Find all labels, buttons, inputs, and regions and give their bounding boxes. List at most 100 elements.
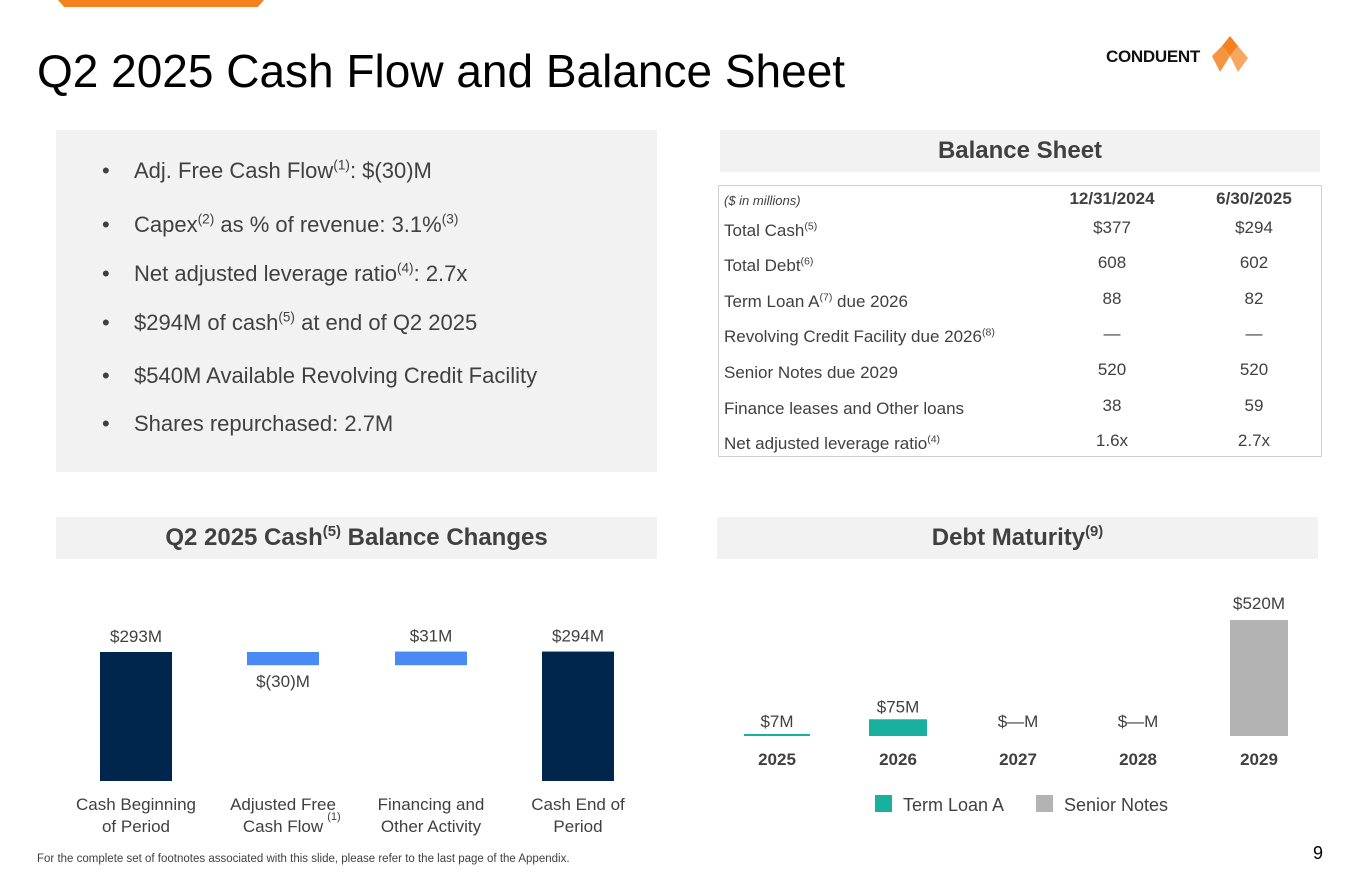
cell-2025: 2.7x <box>1237 431 1271 450</box>
bullet-text-part: as % of revenue: 3.1% <box>214 212 442 237</box>
bullet-text: Shares repurchased: 2.7M <box>134 411 393 437</box>
bar-value-label: $293M <box>110 627 162 646</box>
bar-value-label: $(30)M <box>256 672 310 691</box>
waterfall-bar <box>100 652 172 781</box>
row-label: Net adjusted leverage ratio(4) <box>724 434 940 454</box>
unit-note: ($ in millions) <box>724 193 801 208</box>
row-label: Revolving Credit Facility due 2026(8) <box>724 327 995 347</box>
footnote-ref: (8) <box>981 326 995 339</box>
row-label: Finance leases and Other loans <box>724 399 964 419</box>
debt-header-text: Debt Maturity <box>931 524 1086 551</box>
cell-2025: 520 <box>1239 360 1269 379</box>
column-header-2025: 6/30/2025 <box>1216 189 1292 208</box>
footnote-ref: (5) <box>804 220 818 233</box>
year-label: 2026 <box>879 750 917 769</box>
bar-value-label: $—M <box>998 712 1039 731</box>
row-label: Total Cash(5) <box>724 221 817 241</box>
bullet-text-part: Net adjusted leverage ratio <box>134 261 397 286</box>
bullet-icon: • <box>102 212 110 237</box>
bar-value-label: $294M <box>552 627 604 646</box>
footnote-ref: (1) <box>333 157 350 173</box>
cash-chart-header: Q2 2025 Cash(5) Balance Changes <box>56 517 657 559</box>
bullet-icon: • <box>102 158 110 183</box>
cell-2024: 520 <box>1097 360 1127 379</box>
cell-2024: 88 <box>1102 289 1122 308</box>
table-row: Revolving Credit Facility due 2026(8) — — <box>719 324 1321 354</box>
bullet-text: $294M of cash(5) at end of Q2 2025 <box>134 310 477 336</box>
table-row: Net adjusted leverage ratio(4) 1.6x 2.7x <box>719 431 1321 461</box>
row-label-part: Finance leases and Other loans <box>724 399 965 418</box>
table-row: Total Cash(5) $377 $294 <box>719 218 1321 248</box>
bar-value-label: $31M <box>410 627 453 646</box>
debt-bar <box>869 719 927 736</box>
row-label-part: Net adjusted leverage ratio <box>724 434 928 453</box>
company-logo: CONDUENT <box>1106 34 1251 74</box>
bar-value-label: $—M <box>1118 712 1159 731</box>
table-header-row: ($ in millions) 12/31/2024 6/30/2025 <box>719 189 1321 211</box>
row-label-part: Total Cash <box>724 221 805 240</box>
balance-sheet-header: Balance Sheet <box>720 130 1320 172</box>
bullet-text-part: Capex <box>134 212 198 237</box>
waterfall-bar <box>395 651 467 666</box>
footnote-ref: (4) <box>927 433 941 446</box>
debt-bar <box>744 734 810 736</box>
waterfall-bar <box>247 652 319 666</box>
highlights-panel: • Adj. Free Cash Flow(1): $(30)M • Capex(2)… <box>56 130 657 472</box>
bullet-text-part: $294M of cash <box>134 310 279 335</box>
category-label: Cash Flow <box>243 817 324 836</box>
bullet-text-part: Shares repurchased: 2.7M <box>134 411 394 436</box>
accent-bar <box>58 0 264 7</box>
footnote-ref: (5) <box>278 309 295 325</box>
row-label-part: Revolving Credit Facility due 2026 <box>724 327 982 346</box>
footnote-ref: (7) <box>819 291 833 304</box>
legend-swatch-term-loan <box>875 795 892 812</box>
row-label: Term Loan A(7) due 2026 <box>724 292 908 312</box>
debt-header-sup: (9) <box>1085 524 1104 540</box>
row-label-part: due 2026 <box>832 292 908 311</box>
cash-header-suffix: Balance Changes <box>340 524 548 551</box>
waterfall-bar <box>542 651 614 781</box>
page-title: Q2 2025 Cash Flow and Balance Sheet <box>37 45 846 97</box>
legend-label: Senior Notes <box>1064 795 1168 815</box>
row-label: Senior Notes due 2029 <box>724 363 898 383</box>
table-row: Term Loan A(7) due 2026 88 82 <box>719 289 1321 319</box>
bullet-text: $540M Available Revolving Credit Facilit… <box>134 363 537 389</box>
column-header-2024: 12/31/2024 <box>1069 189 1155 208</box>
category-label: of Period <box>102 817 170 836</box>
cash-header-text: Q2 2025 Cash <box>165 524 323 551</box>
bullet-text-part: : $(30)M <box>349 158 432 183</box>
balance-sheet-table: ($ in millions) 12/31/2024 6/30/2025 Tot… <box>718 185 1322 457</box>
bar-value-label: $7M <box>760 712 793 731</box>
logo-text: CONDUENT <box>1106 47 1200 66</box>
bullet-text: Net adjusted leverage ratio(4): 2.7x <box>134 261 467 287</box>
category-label: Financing and <box>378 795 485 814</box>
cell-2025: 602 <box>1239 253 1269 272</box>
bullet-text: Capex(2) as % of revenue: 3.1%(3) <box>134 212 458 238</box>
footnote-ref: (6) <box>800 255 814 268</box>
legend-label: Term Loan A <box>903 795 1004 815</box>
bullet-icon: • <box>102 411 110 436</box>
bullet-icon: • <box>102 363 110 388</box>
footnote: For the complete set of footnotes associ… <box>37 853 570 865</box>
year-label: 2027 <box>999 750 1037 769</box>
cell-2025: 59 <box>1244 396 1264 415</box>
year-label: 2029 <box>1240 750 1278 769</box>
cell-2025: 82 <box>1244 289 1264 308</box>
cell-2024: 38 <box>1102 396 1122 415</box>
cell-2024: — <box>1103 324 1121 343</box>
table-row: Finance leases and Other loans 38 59 <box>719 396 1321 426</box>
category-label: Adjusted Free <box>230 795 336 814</box>
footnote-ref: (4) <box>396 260 414 276</box>
category-label: Cash End of <box>531 795 625 814</box>
category-label: Cash Beginning <box>76 795 196 814</box>
footnote-ref: (3) <box>441 211 459 227</box>
cell-2024: $377 <box>1093 218 1131 237</box>
bullet-text-part: $540M Available Revolving Credit Facilit… <box>134 363 538 388</box>
debt-chart-header: Debt Maturity(9) <box>717 517 1318 559</box>
category-label: Other Activity <box>381 817 482 836</box>
cell-2024: 1.6x <box>1095 431 1129 450</box>
row-label-part: Term Loan A <box>724 292 820 311</box>
bullet-icon: • <box>102 310 110 335</box>
bullet-text-part: Adj. Free Cash Flow <box>134 158 334 183</box>
